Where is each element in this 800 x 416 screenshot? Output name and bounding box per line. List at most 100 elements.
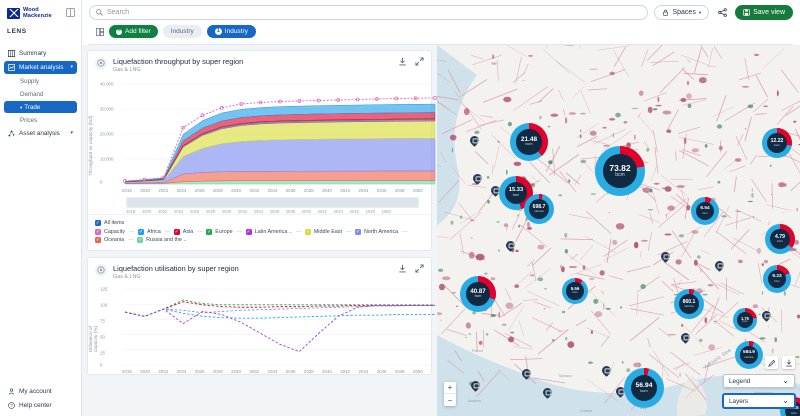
sidebar-subitem-prices[interactable]: Prices	[20, 116, 38, 124]
legend-checkbox[interactable]	[137, 229, 144, 235]
sidebar-item-my-account[interactable]: My account	[8, 387, 73, 396]
sidebar-top: Wood Mackenzie LENS	[0, 0, 81, 35]
sidebar-item-summary[interactable]: Summary	[4, 47, 77, 60]
sidebar-footer: My account ? Help center	[0, 387, 81, 416]
bubble-value: 1.75	[741, 315, 749, 321]
spaces-button[interactable]: Spaces ▾	[654, 5, 710, 20]
layout-grid-icon[interactable]	[96, 27, 104, 36]
map-bubble[interactable]: 6.54 bcm	[691, 197, 719, 225]
map-zoom-in-button[interactable]: +	[444, 382, 456, 394]
bubble-core: 21.48 bcm	[516, 129, 542, 155]
card-subtitle: Gas & LNG	[113, 67, 141, 73]
download-icon-2[interactable]	[398, 264, 407, 273]
legend-checkbox[interactable]	[245, 229, 252, 235]
map-bubble[interactable]: 40.87 bcm	[460, 276, 496, 312]
bubble-core: 73.82 bcm	[603, 154, 637, 188]
map-bubble[interactable]: 584.9 mtonne	[735, 341, 763, 369]
sidebar-item-help-center[interactable]: ? Help center	[8, 401, 73, 410]
chart-utilisation-plot[interactable]: Utilisation of capacity (%) 125 100 75 5…	[88, 285, 437, 374]
chart2-ytick-0: 0	[100, 362, 103, 368]
sidebar-subitem-supply[interactable]: Supply	[20, 77, 39, 85]
x-tick-2036: 2036	[285, 369, 296, 374]
card2-header: Liquefaction utilisation by super region…	[88, 258, 431, 285]
grid-icon	[8, 50, 15, 57]
collapse-sidebar-icon[interactable]	[66, 8, 75, 17]
pencil-icon	[767, 359, 775, 367]
sidebar-item-market-analysis[interactable]: Market analysis ▾	[4, 61, 77, 74]
x-tick-2046: 2046	[376, 188, 387, 193]
legend-checkbox[interactable]	[304, 229, 311, 235]
legend-item-latin-america[interactable]: Latin America ..	[245, 229, 292, 235]
map-bubble[interactable]: 4.79 bcm	[765, 224, 795, 254]
sidebar-subitem-demand[interactable]: Demand	[20, 90, 44, 98]
legend-checkbox[interactable]	[354, 229, 361, 235]
capacity-marker	[123, 179, 127, 183]
map-vector-layer	[437, 45, 800, 416]
expand-icon[interactable]	[415, 57, 424, 66]
x-tick-2030: 2030	[221, 209, 232, 214]
search-placeholder: Search	[107, 9, 130, 16]
legend-all-items-checkbox[interactable]	[95, 220, 101, 226]
map-bubble[interactable]: 698.7 mtonne	[524, 194, 554, 224]
search-icon	[96, 9, 103, 16]
expand-icon-2[interactable]	[415, 264, 424, 273]
add-filter-button[interactable]: + Add filter	[109, 25, 158, 38]
map-bubble[interactable]: 21.48 bcm	[510, 123, 548, 161]
save-view-button[interactable]: Save view	[735, 5, 793, 20]
brand-logo[interactable]: Wood Mackenzie	[7, 7, 52, 19]
add-filter-label: Add filter	[125, 28, 151, 35]
map-bubble[interactable]: 5.56 bcm	[562, 278, 588, 304]
legend-checkbox[interactable]	[173, 229, 180, 235]
map-bubble[interactable]: 56.94 bcm	[624, 368, 664, 408]
filter-chip-industry[interactable]: Industry	[162, 25, 202, 38]
map-panel[interactable]: 21.48 bcm 73.82 bcm 15.33 bcm 698.7 mtonne 6.54 b…	[437, 45, 800, 416]
chart-throughput-plot[interactable]: Throughput vs capacity (bcf) 40,000 30,0…	[88, 78, 437, 214]
map-bubble[interactable]: 12.22 bcm	[762, 128, 792, 158]
sidebar-subitem-trade[interactable]: Trade	[4, 101, 77, 113]
legend-item-north-america[interactable]: North America	[354, 229, 398, 235]
map-legend-dropdown[interactable]: Legend ⌄	[723, 374, 795, 388]
sidebar-item-market-analysis-label: Market analysis	[19, 64, 64, 71]
help-icon: ?	[8, 402, 15, 409]
legend-item-africa[interactable]: Africa	[137, 229, 161, 235]
legend-checkbox[interactable]	[206, 229, 213, 235]
legend-line-style-swatch: ––	[197, 229, 203, 235]
charts-column[interactable]: Liquefaction throughput by super region …	[82, 45, 437, 416]
chart1-range-thumb[interactable]	[127, 198, 418, 207]
legend-item-oceania[interactable]: Oceania	[95, 237, 124, 243]
legend-checkbox[interactable]	[95, 229, 101, 235]
chart1-range-scrollbar[interactable]	[126, 197, 419, 208]
legend-item-asia[interactable]: Asia	[173, 229, 193, 235]
legend-item-capacity[interactable]: Capacity	[95, 229, 125, 235]
map-bubble[interactable]: 9.23 bcm	[763, 265, 791, 293]
legend-label: Russia and the ..	[146, 237, 187, 243]
bubble-unit: bcm	[615, 171, 625, 178]
legend-all-items[interactable]: All items	[95, 220, 424, 226]
spaces-chevron-down-icon: ▾	[698, 9, 702, 15]
download-icon[interactable]	[398, 57, 407, 66]
search-input[interactable]: Search	[89, 5, 649, 20]
map-layers-dropdown[interactable]: Layers ⌄	[723, 394, 795, 408]
map-bubble[interactable]: 860.1 mtonne	[674, 289, 704, 319]
map-download-button[interactable]	[782, 356, 795, 369]
legend-item-russia-and-the[interactable]: Russia and the ..	[137, 237, 187, 243]
sidebar-item-asset-analysis[interactable]: Asset analysis ▾	[4, 127, 77, 140]
legend-item-europe[interactable]: Europe	[206, 229, 233, 235]
legend-item-middle-east[interactable]: Middle East	[304, 229, 342, 235]
bubble-core: 1.75 bcm	[736, 311, 754, 329]
x-tick-2036: 2036	[269, 209, 280, 214]
map-zoom-out-button[interactable]: −	[447, 395, 453, 405]
chart2-x-axis: 2018 2020 2022 2024 2026 2028 2030 2032 2034 2036…	[92, 369, 425, 374]
map-bubble[interactable]: 1.75 bcm	[733, 308, 757, 332]
bubble-unit: bcm	[777, 239, 783, 244]
x-tick-2048: 2048	[394, 369, 405, 374]
bubble-unit: bcm	[742, 319, 748, 323]
legend-checkbox[interactable]	[137, 237, 144, 243]
filter-chip-industry-selected[interactable]: 1 Industry	[206, 25, 256, 38]
chart2-ytick-4: 100	[100, 302, 108, 308]
map-bubble[interactable]: 73.82 bcm	[595, 146, 645, 196]
capacity-marker	[200, 113, 205, 118]
share-button[interactable]	[715, 6, 729, 20]
map-edit-button[interactable]	[765, 356, 778, 369]
legend-checkbox[interactable]	[95, 237, 101, 243]
